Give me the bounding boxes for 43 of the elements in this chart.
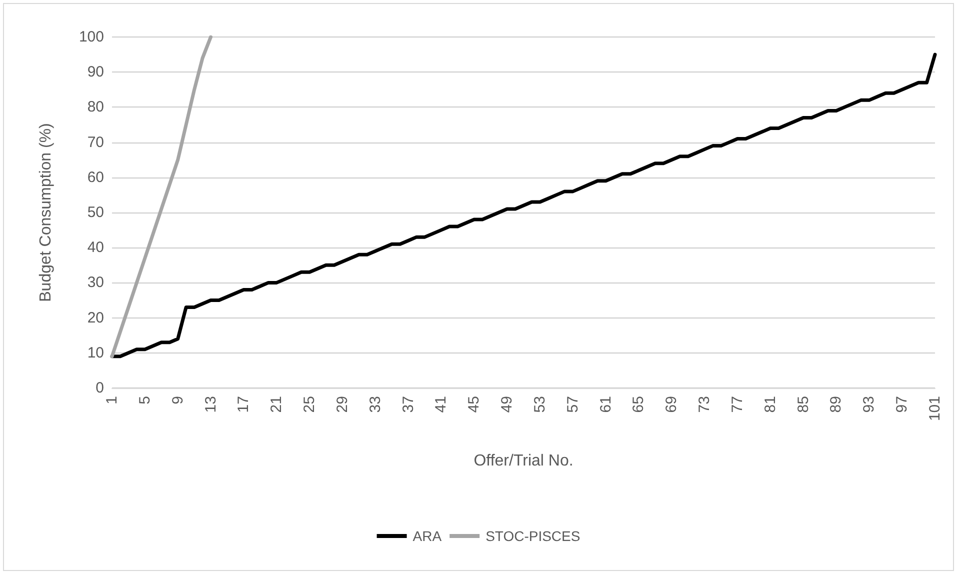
x-tick-label: 25 [301, 396, 318, 413]
x-tick-label: 13 [202, 396, 220, 413]
x-tick-label: 101 [926, 396, 944, 422]
x-tick-label: 9 [169, 396, 186, 404]
line-series [110, 35, 213, 358]
x-axis-title: Offer/Trial No. [474, 452, 574, 470]
y-tick-label: 90 [87, 64, 104, 81]
x-tick-label: 57 [564, 396, 582, 413]
x-tick-label: 73 [696, 396, 714, 413]
y-tick-label: 10 [87, 344, 104, 362]
x-tick-label: 29 [334, 396, 351, 413]
x-tick-label: 45 [466, 396, 483, 413]
x-tick-label: 37 [400, 396, 417, 413]
x-tick-label: 69 [663, 396, 680, 413]
y-axis-title: Budget Consumption (%) [38, 123, 54, 302]
x-tick-label: 85 [794, 396, 812, 413]
y-tick-label: 70 [87, 134, 104, 151]
x-tick-label: 49 [498, 396, 516, 413]
y-tick-label: 30 [87, 274, 104, 292]
y-tick-label: 40 [87, 239, 104, 256]
y-tick-label: 20 [87, 309, 104, 326]
x-tick-label: 33 [366, 396, 384, 413]
x-tick-label: 53 [531, 396, 548, 413]
x-tick-label: 93 [860, 396, 878, 413]
line-series [110, 52, 937, 358]
legend-label: STOC-PISCES [486, 528, 580, 544]
legend-label: ARA [412, 528, 442, 544]
x-tick-label: 89 [828, 396, 845, 413]
y-tick-label: 0 [96, 380, 104, 396]
x-tick-label: 21 [268, 396, 286, 413]
x-tick-label: 41 [432, 396, 450, 413]
x-tick-label: 17 [235, 396, 252, 413]
y-tick-label: 100 [78, 28, 104, 46]
x-tick-label: 81 [762, 396, 779, 413]
x-tick-label: 97 [894, 396, 911, 413]
x-tick-label: 1 [104, 396, 120, 404]
y-tick-label: 50 [87, 204, 104, 221]
y-tick-label: 80 [87, 98, 104, 116]
x-tick-label: 61 [597, 396, 614, 413]
x-tick-label: 65 [630, 396, 648, 413]
y-tick-label: 60 [87, 168, 104, 186]
x-tick-label: 5 [136, 396, 154, 404]
x-tick-label: 77 [728, 396, 746, 413]
